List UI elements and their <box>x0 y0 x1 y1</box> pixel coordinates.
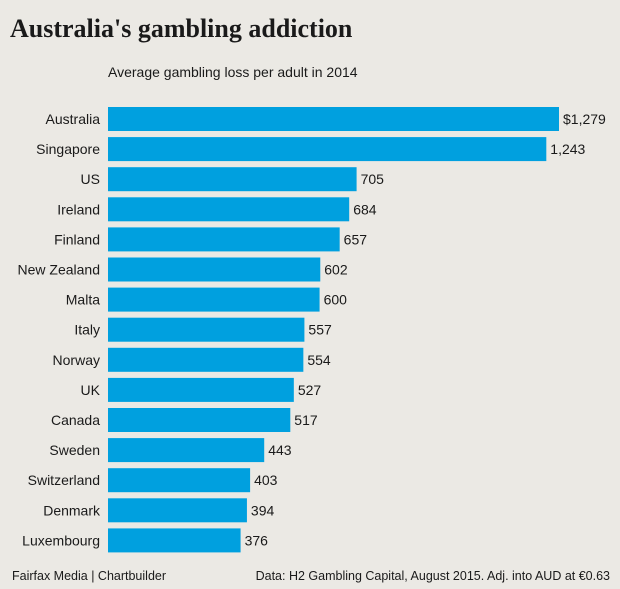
value-label-australia: $1,279 <box>563 111 606 127</box>
bar-finland <box>108 227 340 252</box>
value-label-italy: 557 <box>308 322 332 338</box>
category-label-denmark: Denmark <box>43 502 101 518</box>
bar-singapore <box>108 137 547 162</box>
value-label-denmark: 394 <box>251 502 275 518</box>
value-label-new-zealand: 602 <box>324 262 348 278</box>
footer-source: Data: H2 Gambling Capital, August 2015. … <box>255 569 610 583</box>
bar-denmark <box>108 498 247 523</box>
value-label-canada: 517 <box>294 412 318 428</box>
bar-us <box>108 167 357 192</box>
category-label-finland: Finland <box>54 231 100 247</box>
chart-title: Australia's gambling addiction <box>10 14 353 43</box>
chart-subtitle: Average gambling loss per adult in 2014 <box>108 64 358 80</box>
bar-uk <box>108 377 294 402</box>
bar-switzerland <box>108 468 251 493</box>
category-label-italy: Italy <box>74 322 100 338</box>
category-label-malta: Malta <box>66 292 100 308</box>
value-label-switzerland: 403 <box>254 472 278 488</box>
bar-canada <box>108 408 291 432</box>
value-label-finland: 657 <box>344 231 368 247</box>
bar-chart: Australia $1,279 Singapore 1,243 US 705 Irelan… <box>18 107 606 553</box>
bar-norway <box>108 347 304 372</box>
category-label-australia: Australia <box>46 111 101 127</box>
bar-australia <box>108 107 559 131</box>
value-label-norway: 554 <box>307 352 331 368</box>
value-label-sweden: 443 <box>268 442 292 458</box>
category-label-luxembourg: Luxembourg <box>22 532 100 548</box>
bar-ireland <box>108 197 350 222</box>
bar-luxembourg <box>108 528 241 553</box>
category-label-ireland: Ireland <box>57 201 100 217</box>
bar-sweden <box>108 438 265 463</box>
footer-credit: Fairfax Media | Chartbuilder <box>12 569 167 583</box>
category-label-canada: Canada <box>51 412 100 428</box>
value-label-singapore: 1,243 <box>550 141 585 157</box>
category-label-uk: UK <box>81 382 101 398</box>
value-label-us: 705 <box>361 171 385 187</box>
value-label-uk: 527 <box>298 382 322 398</box>
value-label-ireland: 684 <box>353 201 377 217</box>
category-label-norway: Norway <box>53 352 100 368</box>
value-label-malta: 600 <box>324 292 348 308</box>
category-label-sweden: Sweden <box>49 442 100 458</box>
category-label-new-zealand: New Zealand <box>18 262 101 278</box>
value-label-luxembourg: 376 <box>245 532 269 548</box>
bar-malta <box>108 287 320 312</box>
category-label-us: US <box>81 171 100 187</box>
category-label-singapore: Singapore <box>36 141 100 157</box>
category-label-switzerland: Switzerland <box>28 472 100 488</box>
bar-new-zealand <box>108 257 321 282</box>
bar-italy <box>108 317 305 342</box>
